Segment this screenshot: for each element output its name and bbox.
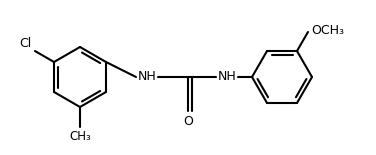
Text: NH: NH [218, 71, 237, 84]
Text: CH₃: CH₃ [69, 130, 91, 143]
Text: Cl: Cl [20, 37, 32, 50]
Text: NH: NH [138, 71, 157, 84]
Text: O: O [183, 115, 193, 128]
Text: OCH₃: OCH₃ [311, 24, 344, 38]
